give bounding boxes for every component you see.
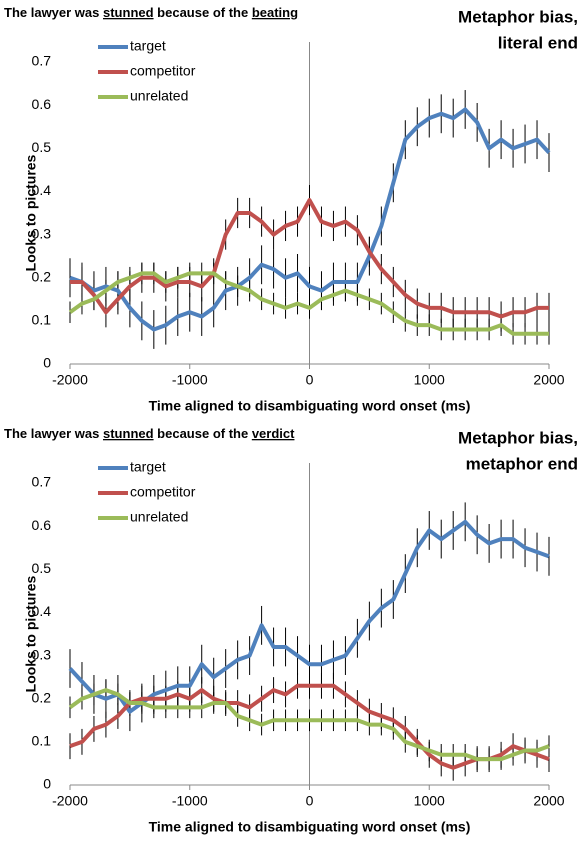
title-segment: The lawyer was	[4, 5, 103, 20]
x-tick-label: 1000	[414, 793, 445, 809]
title-segment: because of the	[154, 426, 252, 441]
y-tick-label: 0.2	[32, 268, 52, 284]
y-tick-label: 0.7	[32, 474, 52, 490]
title-segment: beating	[252, 5, 298, 20]
chart-title: The lawyer was stunned because of the ve…	[4, 426, 295, 441]
title-segment: because of the	[154, 5, 252, 20]
series-line	[69, 683, 550, 770]
x-tick-label: -1000	[172, 793, 208, 809]
legend-label: competitor	[130, 484, 196, 500]
x-tick-label: -1000	[172, 372, 208, 388]
y-tick-label: 0	[43, 355, 51, 371]
y-tick-label: 0.6	[32, 517, 52, 533]
y-axis-title: Looks to pictures	[23, 575, 39, 692]
x-tick-label: 2000	[533, 793, 564, 809]
y-tick-label: 0.6	[32, 96, 52, 112]
annotation: metaphor end	[466, 454, 578, 473]
chart-title: The lawyer was stunned because of the be…	[4, 5, 298, 20]
x-tick-label: 2000	[533, 372, 564, 388]
y-tick-label: 0.3	[32, 225, 52, 241]
annotation: Metaphor bias,	[458, 7, 578, 26]
x-tick-label: 0	[306, 793, 314, 809]
legend-label: competitor	[130, 63, 196, 79]
x-tick-label: 0	[306, 372, 314, 388]
x-axis-title: Time aligned to disambiguating word onse…	[149, 819, 471, 835]
title-segment: verdict	[252, 426, 295, 441]
y-tick-label: 0.1	[32, 733, 52, 749]
y-tick-label: 0.2	[32, 689, 52, 705]
y-tick-label: 0.7	[32, 53, 52, 69]
legend-label: target	[130, 459, 166, 475]
y-tick-label: 0.5	[32, 560, 52, 576]
y-axis-title: Looks to pictures	[23, 154, 39, 271]
legend-label: unrelated	[130, 509, 188, 525]
y-tick-label: 0.1	[32, 312, 52, 328]
annotation: literal end	[498, 33, 578, 52]
y-tick-label: 0.4	[32, 182, 52, 198]
y-tick-label: 0	[43, 776, 51, 792]
y-tick-label: 0.4	[32, 603, 52, 619]
legend-label: target	[130, 38, 166, 54]
x-tick-label: -2000	[52, 372, 88, 388]
title-segment: The lawyer was	[4, 426, 103, 441]
title-segment: stunned	[103, 426, 154, 441]
x-tick-label: -2000	[52, 793, 88, 809]
legend-label: unrelated	[130, 88, 188, 104]
annotation: Metaphor bias,	[458, 428, 578, 447]
series-line	[70, 198, 549, 319]
x-tick-label: 1000	[414, 372, 445, 388]
x-axis-title: Time aligned to disambiguating word onse…	[149, 398, 471, 414]
title-segment: stunned	[103, 5, 154, 20]
series-line	[68, 688, 550, 762]
y-tick-label: 0.3	[32, 646, 52, 662]
y-tick-label: 0.5	[32, 139, 52, 155]
series-line	[69, 107, 551, 332]
series-line	[68, 271, 549, 336]
